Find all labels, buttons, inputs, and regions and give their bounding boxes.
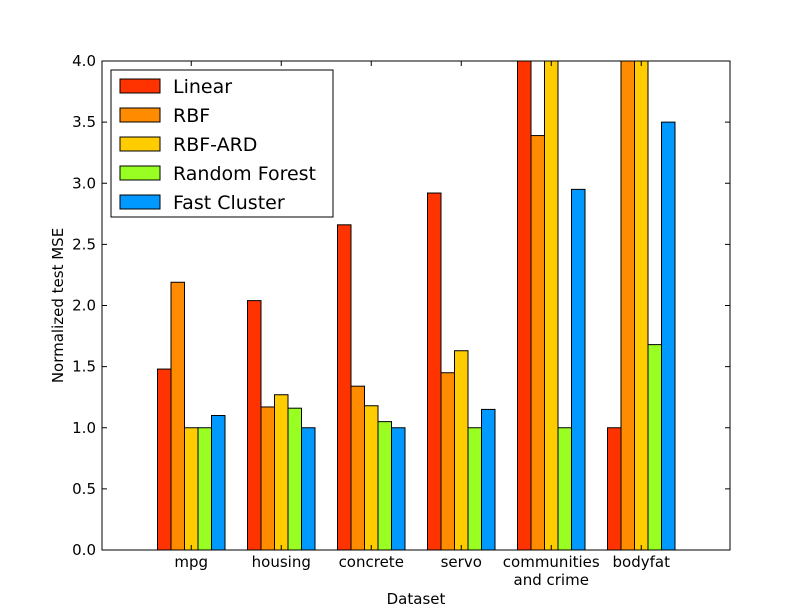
y-tick-label: 2.0 <box>72 297 96 315</box>
bar-fast-cluster-5 <box>661 121 676 551</box>
bar-rbf-ard-2 <box>364 405 379 551</box>
x-axis-label: Dataset <box>387 590 446 608</box>
bar-fast-cluster-1 <box>301 427 316 551</box>
y-tick-label: 3.5 <box>72 113 96 131</box>
y-tick-label: 2.5 <box>72 235 96 253</box>
bar-random-forest-4 <box>557 427 572 551</box>
bar-linear-0 <box>157 368 172 551</box>
bar-random-forest-5 <box>647 344 662 551</box>
legend-label: Fast Cluster <box>173 192 285 214</box>
x-tick-label: communities <box>503 553 600 571</box>
bar-linear-4 <box>517 60 532 551</box>
y-tick-label: 1.5 <box>72 358 96 376</box>
bar-linear-3 <box>427 192 442 551</box>
y-axis: 0.0 0.5 1.0 1.5 2.0 2.5 3.0 3.5 4.0 <box>72 52 730 559</box>
bar-rbf-ard-3 <box>454 350 469 551</box>
legend-label: RBF-ARD <box>173 134 257 156</box>
legend-swatch <box>119 78 161 94</box>
y-tick-label: 1.0 <box>72 419 96 437</box>
bar-rbf-1 <box>260 406 275 551</box>
bar-rbf-5 <box>620 60 635 551</box>
x-tick-label: bodyfat <box>613 553 671 571</box>
bar-rbf-ard-0 <box>184 427 199 551</box>
bar-rbf-ard-4 <box>544 60 559 551</box>
bar-rbf-0 <box>170 281 185 551</box>
x-tick-label: servo <box>441 553 482 571</box>
bar-rbf-ard-5 <box>634 60 649 551</box>
legend-swatch <box>119 165 161 181</box>
x-tick-label: concrete <box>339 553 404 571</box>
y-tick-label: 4.0 <box>72 52 96 70</box>
bar-rbf-2 <box>350 385 365 551</box>
x-tick-label: and crime <box>514 571 589 589</box>
legend-swatch <box>119 136 161 152</box>
legend-swatch <box>119 107 161 123</box>
legend-label: Linear <box>173 76 232 98</box>
bar-random-forest-1 <box>287 407 302 551</box>
bar-rbf-ard-1 <box>274 394 289 551</box>
bar-fast-cluster-4 <box>571 188 586 551</box>
y-tick-label: 3.0 <box>72 174 96 192</box>
bar-linear-2 <box>337 224 352 551</box>
bar-fast-cluster-3 <box>481 408 496 551</box>
legend: Linear RBF RBF-ARD Random Forest Fast Cluste… <box>110 69 334 218</box>
y-axis-label: Normalized test MSE <box>49 228 67 383</box>
bar-fast-cluster-2 <box>391 427 406 551</box>
y-tick-label: 0.0 <box>72 541 96 559</box>
bar-linear-5 <box>607 427 622 551</box>
legend-swatch <box>119 194 161 210</box>
x-tick-label: mpg <box>174 553 208 571</box>
bar-random-forest-3 <box>467 427 482 551</box>
legend-label: Random Forest <box>173 163 316 185</box>
bar-rbf-3 <box>440 372 455 551</box>
bar-rbf-4 <box>530 135 545 551</box>
x-tick-label: housing <box>252 553 311 571</box>
bar-linear-1 <box>247 300 262 551</box>
bar-random-forest-2 <box>377 421 392 551</box>
y-tick-label: 0.5 <box>72 480 96 498</box>
legend-label: RBF <box>173 105 210 127</box>
bar-fast-cluster-0 <box>211 415 226 551</box>
bar-random-forest-0 <box>197 427 212 551</box>
